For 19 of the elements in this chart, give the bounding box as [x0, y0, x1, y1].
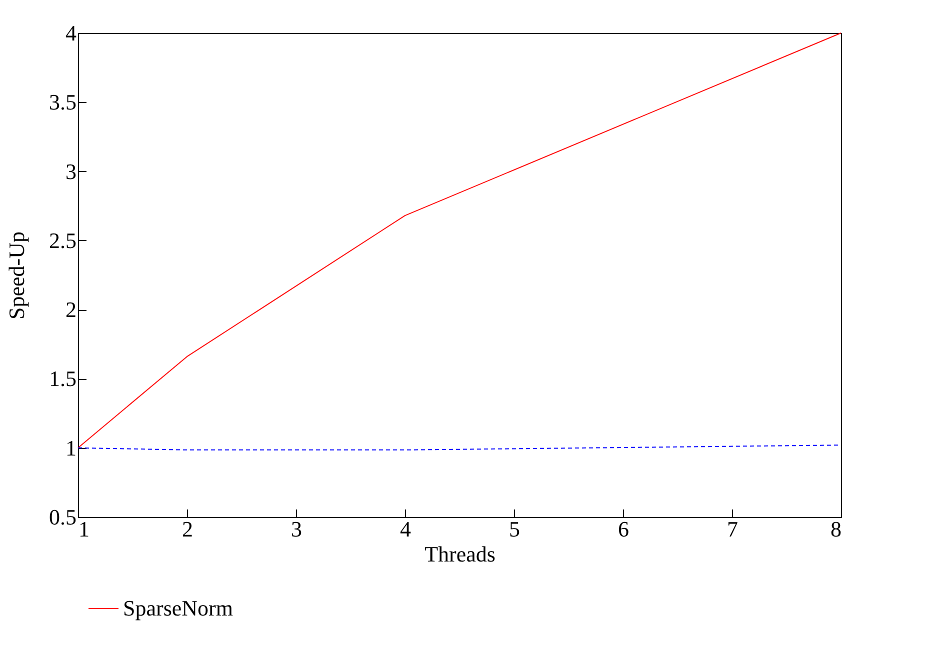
- y-tick-label: 1: [66, 435, 76, 460]
- y-tick-label: 0.5: [49, 504, 76, 530]
- legend-label: SparseNorm: [123, 596, 233, 620]
- x-tick-label: 7: [727, 516, 738, 542]
- line-series: [78, 32, 842, 448]
- x-tick-label: 5: [509, 516, 520, 542]
- y-tick-label: 2.5: [49, 228, 76, 253]
- y-tick-label: 4: [66, 20, 76, 46]
- x-tick-label: 6: [618, 516, 629, 542]
- y-tick-label: 1.5: [49, 366, 76, 392]
- y-axis-title: Speed-Up: [4, 232, 29, 320]
- y-tick-label: 3: [66, 158, 76, 184]
- y-tick-label: 2: [66, 297, 76, 322]
- x-tick-label: 8: [830, 516, 842, 542]
- x-tick-label: 4: [400, 516, 411, 542]
- x-axis-title: Threads: [424, 542, 496, 566]
- y-tick-label: 3.5: [49, 90, 76, 115]
- x-tick-label: 3: [291, 516, 302, 542]
- x-tick-label: 2: [182, 516, 193, 542]
